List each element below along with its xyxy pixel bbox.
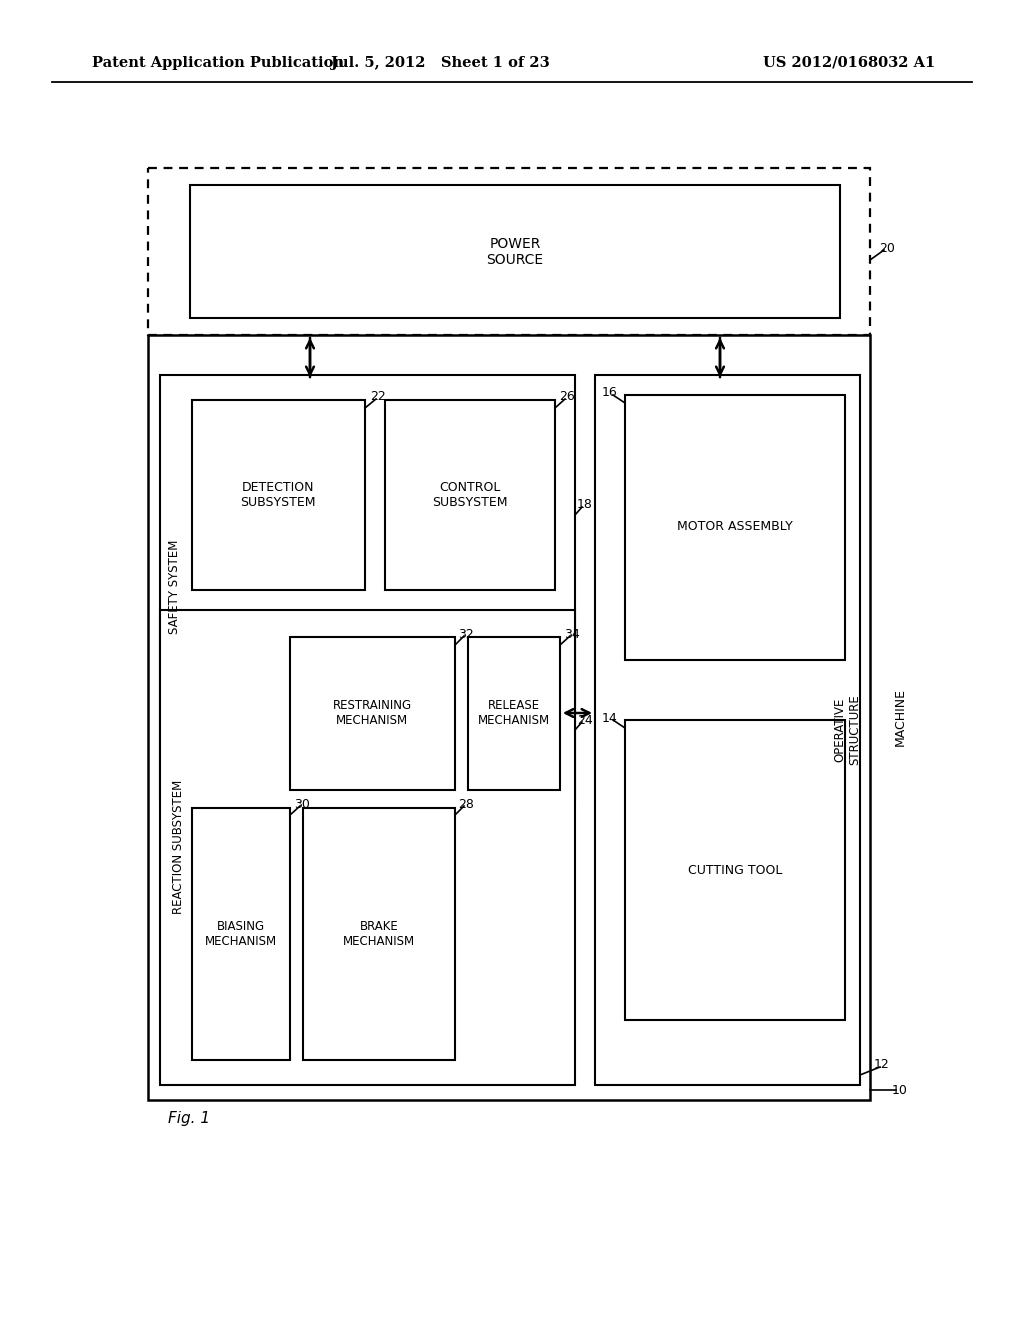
Text: REACTION SUBSYSTEM: REACTION SUBSYSTEM bbox=[171, 780, 184, 915]
Bar bbox=[385, 400, 555, 590]
Text: 34: 34 bbox=[564, 627, 580, 640]
Text: 24: 24 bbox=[578, 714, 593, 726]
Text: 22: 22 bbox=[370, 391, 386, 404]
Text: 10: 10 bbox=[892, 1084, 908, 1097]
Bar bbox=[148, 335, 870, 1100]
Text: Fig. 1: Fig. 1 bbox=[168, 1110, 210, 1126]
Text: MOTOR ASSEMBLY: MOTOR ASSEMBLY bbox=[677, 520, 793, 533]
Text: 16: 16 bbox=[602, 387, 617, 400]
Text: Patent Application Publication: Patent Application Publication bbox=[92, 55, 344, 70]
Bar bbox=[625, 395, 845, 660]
Text: BRAKE
MECHANISM: BRAKE MECHANISM bbox=[343, 920, 415, 948]
Text: CONTROL
SUBSYSTEM: CONTROL SUBSYSTEM bbox=[432, 480, 508, 510]
Text: 28: 28 bbox=[458, 797, 474, 810]
Bar bbox=[190, 185, 840, 318]
Bar bbox=[303, 808, 455, 1060]
Text: 30: 30 bbox=[294, 797, 310, 810]
Text: 14: 14 bbox=[602, 711, 617, 725]
Bar bbox=[625, 719, 845, 1020]
Text: RELEASE
MECHANISM: RELEASE MECHANISM bbox=[478, 700, 550, 727]
Text: 12: 12 bbox=[874, 1059, 890, 1072]
Bar bbox=[148, 168, 870, 335]
Text: 20: 20 bbox=[879, 242, 895, 255]
Text: RESTRAINING
MECHANISM: RESTRAINING MECHANISM bbox=[333, 700, 412, 727]
Bar bbox=[193, 808, 290, 1060]
Text: Jul. 5, 2012   Sheet 1 of 23: Jul. 5, 2012 Sheet 1 of 23 bbox=[331, 55, 549, 70]
Text: BIASING
MECHANISM: BIASING MECHANISM bbox=[205, 920, 278, 948]
Bar bbox=[290, 638, 455, 789]
Text: 18: 18 bbox=[578, 499, 593, 511]
Bar bbox=[160, 375, 575, 800]
Text: DETECTION
SUBSYSTEM: DETECTION SUBSYSTEM bbox=[241, 480, 315, 510]
Bar bbox=[595, 375, 860, 1085]
Text: US 2012/0168032 A1: US 2012/0168032 A1 bbox=[763, 55, 935, 70]
Text: POWER
SOURCE: POWER SOURCE bbox=[486, 236, 544, 267]
Text: 32: 32 bbox=[458, 627, 474, 640]
Text: OPERATIVE
STRUCTURE: OPERATIVE STRUCTURE bbox=[833, 694, 861, 766]
Text: SAFETY SYSTEM: SAFETY SYSTEM bbox=[169, 540, 181, 634]
Text: CUTTING TOOL: CUTTING TOOL bbox=[688, 863, 782, 876]
Text: 26: 26 bbox=[559, 391, 574, 404]
Bar bbox=[193, 400, 365, 590]
Bar bbox=[160, 610, 575, 1085]
Text: MACHINE: MACHINE bbox=[894, 688, 906, 746]
Bar bbox=[468, 638, 560, 789]
